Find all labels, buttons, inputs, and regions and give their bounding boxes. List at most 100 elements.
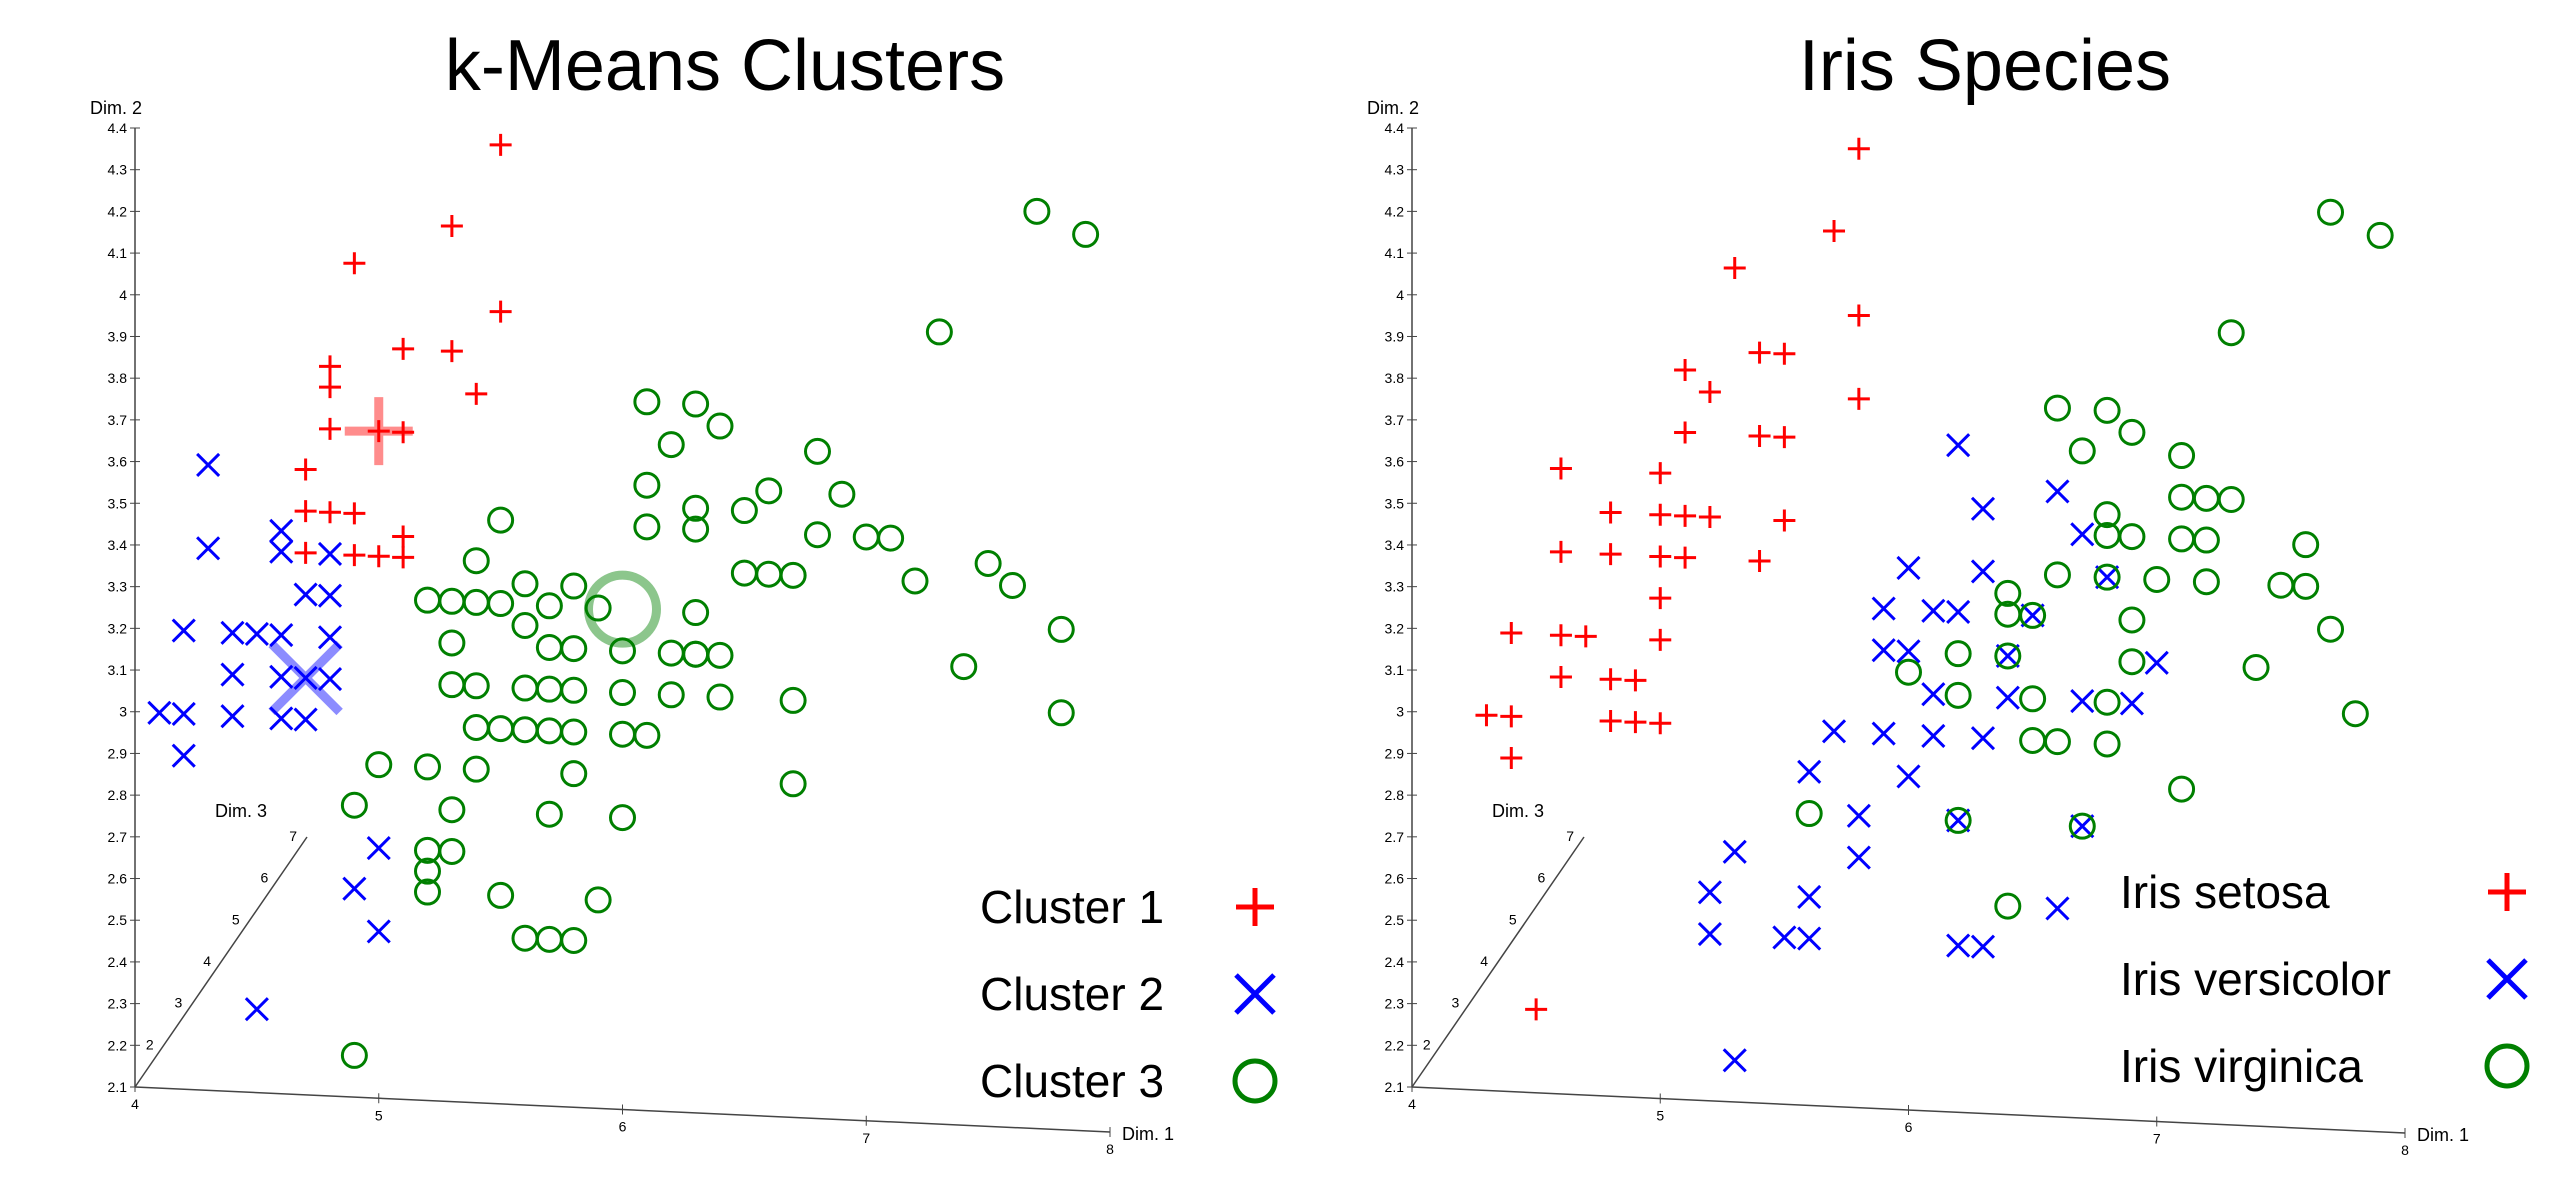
iris-setosa-point	[1649, 545, 1672, 568]
cluster-3-point	[560, 676, 588, 704]
iris-virginica-point	[2019, 726, 2047, 754]
x-tick-label: 4	[131, 1096, 139, 1112]
iris-setosa-point	[1624, 711, 1647, 734]
cluster-3-point	[925, 318, 953, 346]
iris-virginica-point	[1994, 579, 2022, 607]
iris-virginica-point	[2118, 648, 2146, 676]
iris-setosa-point	[1500, 747, 1523, 770]
cluster-2-point	[244, 997, 269, 1022]
cluster-3-point	[779, 686, 807, 714]
iris-setosa-point	[1649, 503, 1672, 526]
iris-setosa-point	[1674, 546, 1697, 569]
cluster-2-point	[269, 706, 294, 731]
cluster-1-point	[392, 525, 415, 548]
cluster-1-point	[367, 545, 390, 568]
iris-versicolor-point	[1921, 598, 1946, 623]
y-tick-label: 3.2	[108, 620, 128, 636]
iris-setosa-point	[1624, 669, 1647, 692]
iris-setosa-point	[1748, 550, 1771, 573]
iris-setosa-point	[1847, 387, 1870, 410]
cluster-3-point	[511, 674, 539, 702]
cluster-3-point	[365, 751, 393, 779]
x-tick-label: 7	[862, 1130, 870, 1146]
y-tick-label: 2.2	[1385, 1037, 1405, 1053]
cluster-1-point	[319, 501, 341, 524]
cluster-3-point	[657, 681, 685, 709]
iris-setosa-point	[1698, 380, 1721, 403]
legend-marker-cluster-2	[1234, 973, 1276, 1015]
iris-virginica-point	[2317, 615, 2345, 643]
z-tick-label: 2	[146, 1036, 154, 1052]
z-tick-label: 4	[203, 953, 211, 969]
iris-axes: 2.1 2.2 2.3 2.4 2.5 2.6 2.7 2.8 2.9 3 3.1 3.2 3.3 3.4…	[1367, 98, 2469, 1158]
cluster-3-point	[633, 471, 661, 499]
y-tick-label: 2.4	[1385, 954, 1405, 970]
iris-setosa-point	[1649, 712, 1672, 735]
iris-virginica-point	[2341, 700, 2369, 728]
iris-virginica-point	[2168, 525, 2196, 553]
cluster-3-point	[657, 431, 685, 459]
y-tick-label: 2.8	[108, 787, 128, 803]
y-axis-label: Dim. 2	[1367, 98, 1419, 118]
cluster-3-point	[414, 586, 441, 614]
y-tick-label: 3.9	[1385, 328, 1405, 344]
y-axis-label: Dim. 2	[90, 98, 142, 118]
z-tick-label: 7	[289, 828, 297, 844]
iris-versicolor-point	[2144, 650, 2169, 675]
iris-versicolor-point	[1697, 921, 1722, 947]
y-tick-label: 4.2	[108, 203, 128, 219]
cluster-3-point	[438, 837, 466, 865]
iris-virginica-point	[2217, 486, 2245, 514]
cluster-3-centroid	[584, 570, 661, 648]
iris-setosa-point	[1549, 457, 1572, 480]
iris-versicolor-point	[1797, 884, 1822, 909]
cluster-1-point	[294, 458, 317, 481]
iris-setosa-point	[1698, 506, 1721, 529]
iris-setosa-point	[1599, 668, 1622, 691]
y-tick-label: 3.6	[1385, 454, 1405, 470]
iris-virginica-point	[2192, 568, 2220, 596]
iris-legend: Iris setosa Iris versicolor Iris virginica	[2120, 866, 2530, 1092]
cluster-3-point	[414, 857, 441, 885]
iris-setosa-point	[1773, 509, 1796, 532]
z-tick-label: 3	[175, 995, 183, 1011]
y-tick-label: 4	[1396, 287, 1404, 303]
cluster-3-point	[438, 671, 466, 699]
iris-versicolor-point	[1970, 496, 1996, 521]
iris-versicolor-point	[1797, 759, 1822, 784]
cluster-2-point	[171, 701, 196, 727]
cluster-3-point	[706, 641, 734, 669]
iris-virginica-point	[2143, 565, 2171, 593]
iris-setosa-point	[1823, 219, 1846, 242]
cluster-3-point	[682, 390, 710, 418]
legend-label-iris-versicolor: Iris versicolor	[2120, 953, 2391, 1005]
cluster-3-point	[828, 480, 856, 508]
z-axis-line	[134, 836, 308, 1088]
iris-virginica-point	[2192, 484, 2220, 512]
iris-setosa-point	[1649, 462, 1672, 485]
cluster-3-point	[974, 549, 1002, 577]
cluster-2-point	[317, 666, 343, 692]
kmeans-chart-title: k-Means Clusters	[445, 26, 1005, 106]
cluster-2-point	[244, 621, 269, 647]
iris-versicolor-point	[1946, 933, 1971, 958]
iris-virginica-point	[2093, 730, 2121, 758]
cluster-3-point	[462, 713, 490, 741]
iris-versicolor-point	[2070, 522, 2095, 547]
iris-setosa-point	[1649, 587, 1672, 610]
z-tick-label: 5	[232, 911, 240, 927]
cluster-3-point	[438, 587, 466, 615]
cluster-3-point	[487, 590, 515, 618]
y-tick-label: 2.3	[1385, 996, 1405, 1012]
x-axis-label: Dim. 1	[2417, 1125, 2469, 1145]
iris-versicolor-point	[1946, 433, 1971, 458]
cluster-3-point	[438, 629, 466, 657]
iris-versicolor-point	[2020, 603, 2045, 628]
y-tick-label: 3	[1396, 704, 1404, 720]
iris-versicolor-point	[2045, 479, 2070, 504]
cluster-3-point	[657, 639, 685, 667]
y-tick-label: 2.7	[1385, 829, 1405, 845]
iris-versicolor-point	[1871, 596, 1896, 621]
cluster-3-point	[560, 635, 588, 663]
y-tick-label: 4.3	[108, 162, 128, 178]
